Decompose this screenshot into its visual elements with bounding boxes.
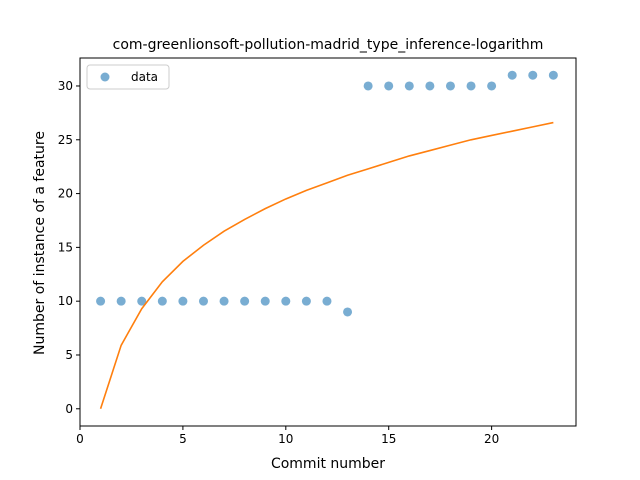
- data-point: [322, 296, 332, 306]
- fit-line: [99, 121, 554, 410]
- legend-box: [86, 64, 170, 90]
- axes-frame: [79, 57, 577, 427]
- data-point: [116, 296, 126, 306]
- data-point: [281, 296, 291, 306]
- data-point: [198, 296, 208, 306]
- y-tick-label: 20: [58, 187, 73, 201]
- data-point: [137, 296, 147, 306]
- data-point: [466, 81, 476, 91]
- x-tick-label: 15: [381, 432, 396, 446]
- data-point: [96, 296, 106, 306]
- legend-label: data: [131, 70, 158, 84]
- data-point: [301, 296, 311, 306]
- data-point: [548, 70, 558, 80]
- data-point: [528, 70, 538, 80]
- data-point: [445, 81, 455, 91]
- legend-marker: [100, 72, 110, 82]
- plot-area: 0 5 10 15 20 0 5 10 15 20 25 30 data: [58, 57, 577, 446]
- y-tick-label: 30: [58, 79, 73, 93]
- x-axis-label: Commit number: [271, 456, 385, 472]
- x-tick-label: 5: [179, 432, 187, 446]
- x-tick-label: 0: [76, 432, 84, 446]
- data-point: [240, 296, 250, 306]
- y-tick-label: 0: [65, 402, 73, 416]
- data-point: [157, 296, 167, 306]
- data-point: [507, 70, 517, 80]
- x-tick-label: 20: [484, 432, 499, 446]
- x-tick-label: 10: [278, 432, 293, 446]
- data-point: [363, 81, 373, 91]
- y-tick-label: 15: [58, 240, 73, 254]
- data-point: [425, 81, 435, 91]
- data-point: [384, 81, 394, 91]
- data-point: [219, 296, 229, 306]
- data-point: [487, 81, 497, 91]
- y-tick-label: 25: [58, 133, 73, 147]
- y-axis-label: Number of instance of a feature: [32, 131, 48, 355]
- data-point: [343, 307, 353, 317]
- y-tick-label: 5: [65, 348, 73, 362]
- chart-title: com-greenlionsoft-pollution-madrid_type_…: [113, 37, 544, 53]
- data-point: [178, 296, 188, 306]
- y-tick-label: 10: [58, 294, 73, 308]
- data-point: [404, 81, 414, 91]
- data-point: [260, 296, 270, 306]
